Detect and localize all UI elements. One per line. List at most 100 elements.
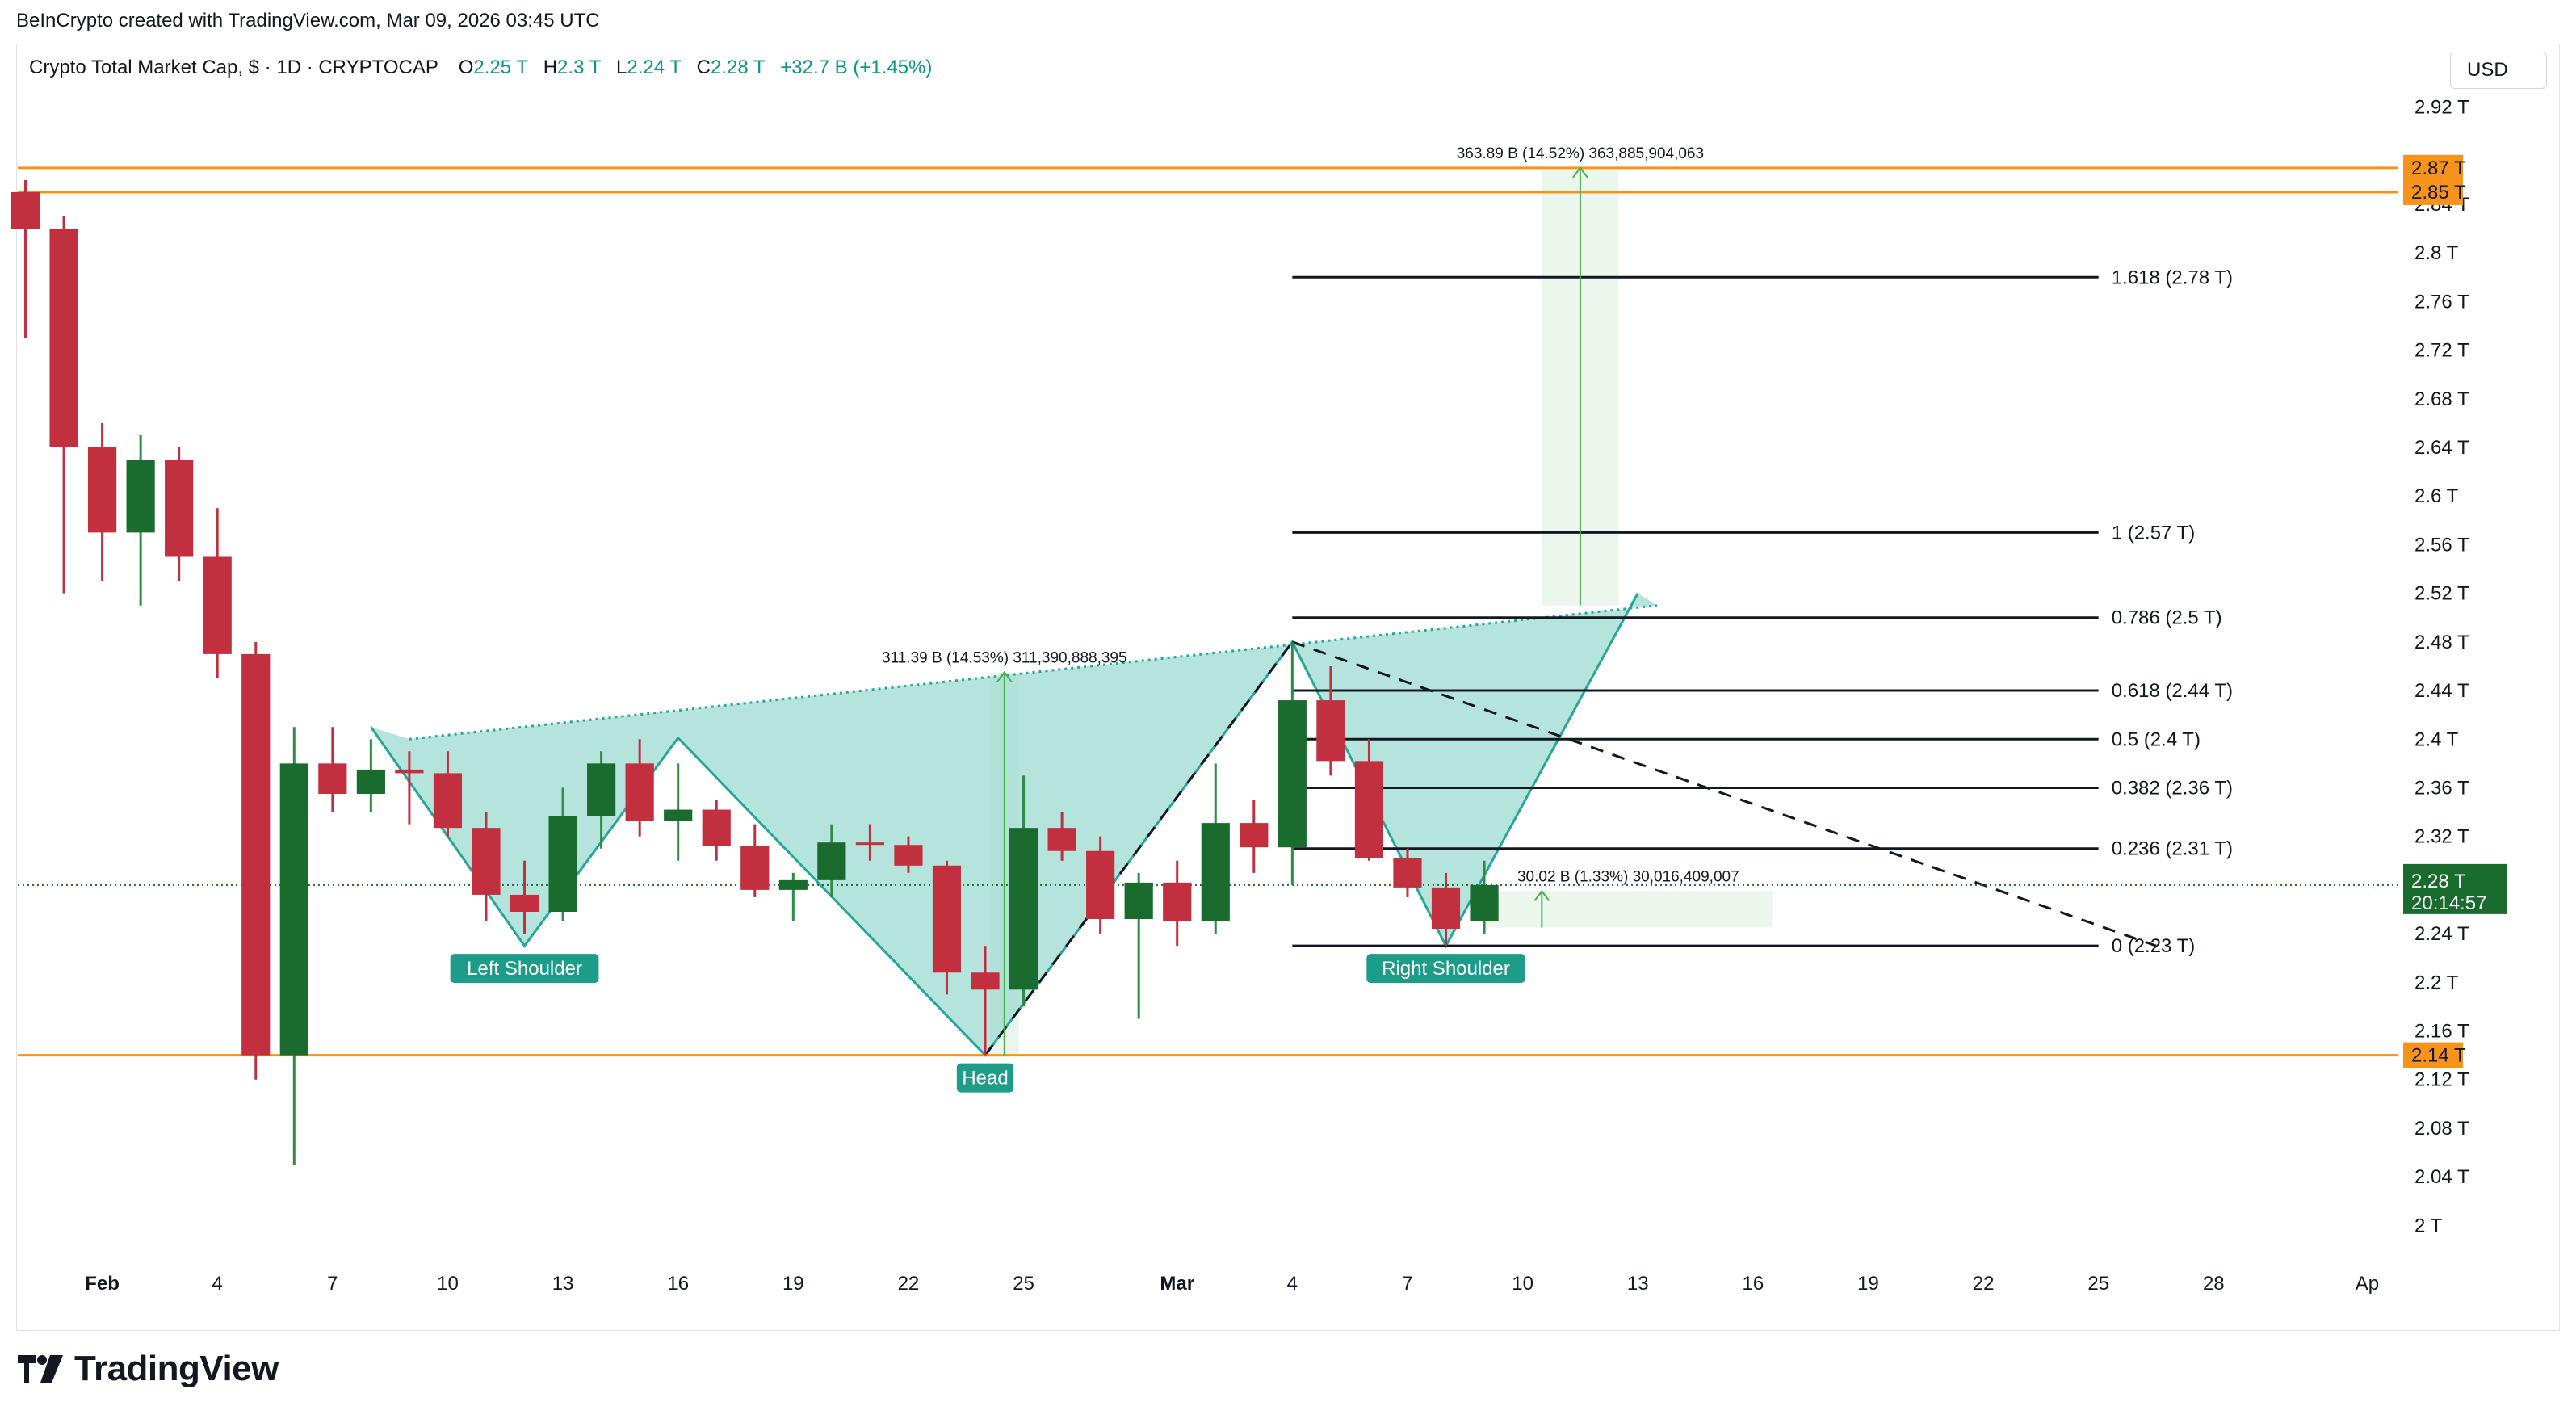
- y-tick-label: 2.6 T: [2414, 485, 2459, 507]
- y-tick-label: 2.32 T: [2414, 826, 2469, 848]
- chart-frame: [16, 44, 2560, 1331]
- y-tick-label: 2.4 T: [2414, 728, 2459, 750]
- y-tick-label: 2.48 T: [2414, 632, 2469, 653]
- x-tick-label: Ap: [2356, 1273, 2379, 1295]
- close-label: C: [696, 57, 711, 78]
- x-tick-label: 25: [2087, 1273, 2109, 1295]
- fib-label-0.618: 0.618 (2.44 T): [2112, 680, 2233, 702]
- y-tick-label: 2.72 T: [2414, 340, 2469, 362]
- fib-label-0.382: 0.382 (2.36 T): [2112, 777, 2233, 799]
- measure-label-2: 30.02 B (1.33%) 30,016,409,007: [1517, 868, 1739, 885]
- candle-body-Feb 24: [932, 865, 962, 973]
- candle-body-Feb 21: [817, 842, 846, 880]
- x-tick-label: 13: [552, 1273, 574, 1295]
- x-tick-label: 10: [1512, 1273, 1533, 1295]
- candle-body-Mar 9: [1431, 887, 1461, 930]
- y-tick-label: 2.2 T: [2414, 972, 2459, 993]
- tradingview-brand[interactable]: TradingView: [18, 1349, 279, 1389]
- candle-body-Feb 3: [126, 460, 155, 533]
- x-tick-label: Feb: [85, 1273, 120, 1295]
- y-tick-label: 2 T: [2414, 1215, 2443, 1236]
- fib-label-1: 1 (2.57 T): [2112, 522, 2196, 544]
- fib-label-0.786: 0.786 (2.5 T): [2112, 607, 2222, 629]
- symbol-name: Crypto Total Market Cap, $ · 1D · CRYPTO…: [29, 57, 438, 78]
- candle-body-Mar 4: [1240, 823, 1269, 848]
- level-tag-text-2.14 T: 2.14 T: [2411, 1045, 2466, 1067]
- candle-body-Feb 12: [472, 828, 501, 895]
- pattern-label-bg-Head: [956, 1063, 1014, 1093]
- x-tick-label: 19: [782, 1273, 804, 1295]
- low-label: L: [615, 57, 627, 78]
- x-tick-label: 10: [437, 1273, 459, 1295]
- fib-label-0.5: 0.5 (2.4 T): [2112, 728, 2201, 750]
- candle-body-Feb 27: [1047, 828, 1076, 851]
- y-tick-label: 2.68 T: [2414, 388, 2469, 410]
- x-tick-label: Mar: [1160, 1273, 1194, 1295]
- candle-body-Feb 22: [855, 842, 884, 846]
- candle-body-Mar 8: [1393, 858, 1422, 888]
- candle-body-Feb 11: [433, 773, 463, 829]
- x-tick-label: 16: [1742, 1273, 1764, 1295]
- y-tick-label: 2.64 T: [2414, 437, 2469, 459]
- candle-body-Feb 14: [548, 816, 577, 912]
- x-tick-label: 19: [1857, 1273, 1879, 1295]
- candle-body-Feb 13: [510, 894, 539, 912]
- pattern-label-Head: Head: [962, 1068, 1008, 1089]
- y-tick-label: 2.08 T: [2414, 1118, 2469, 1140]
- pattern-label-Left Shoulder: Left Shoulder: [467, 958, 582, 980]
- candle-body-Mar 5: [1278, 700, 1307, 848]
- y-tick-label: 2.76 T: [2414, 291, 2469, 313]
- close-value: 2.28 T: [710, 57, 766, 78]
- candle-body-Mar 1: [1124, 882, 1153, 920]
- x-tick-label: 25: [1013, 1273, 1034, 1295]
- trendline-1: [1291, 640, 2157, 947]
- tradingview-wordmark: TradingView: [74, 1349, 279, 1388]
- candle-body-Feb 28: [1086, 850, 1115, 920]
- level-tag-2.87 T: [2403, 154, 2463, 181]
- pattern-label-bg-Left Shoulder: [450, 954, 599, 984]
- measure-arrowhead-1: [1572, 166, 1588, 178]
- y-tick-label: 2.04 T: [2414, 1166, 2469, 1188]
- candle-body-Mar 10: [1470, 884, 1499, 922]
- candle-body-Feb 4: [165, 460, 194, 557]
- measure-label-0: 311.39 B (14.53%) 311,390,888,395: [882, 649, 1127, 666]
- level-tag-2.14 T: [2403, 1042, 2463, 1068]
- x-tick-label: 7: [1402, 1273, 1412, 1295]
- y-tick-label: 2.16 T: [2414, 1020, 2469, 1042]
- candle-body-Mar 6: [1316, 700, 1345, 762]
- trendline-0: [984, 640, 1294, 1056]
- candle-body-Feb 23: [894, 845, 923, 866]
- candle-body-Feb 17: [664, 809, 693, 821]
- y-tick-label: 2.44 T: [2414, 680, 2469, 702]
- y-tick-label: 2.36 T: [2414, 777, 2469, 799]
- measure-box-2: [1484, 891, 1773, 928]
- symbol-legend: Crypto Total Market Cap, $ · 1D · CRYPTO…: [29, 57, 942, 79]
- high-label: H: [543, 57, 558, 78]
- fib-label-1.618: 1.618 (2.78 T): [2112, 267, 2233, 288]
- x-tick-label: 4: [1287, 1273, 1298, 1295]
- currency-button[interactable]: USD: [2450, 52, 2547, 89]
- open-value: 2.25 T: [473, 57, 529, 78]
- measure-arrowhead-0: [996, 670, 1013, 683]
- candle-body-Feb 26: [1009, 828, 1038, 990]
- x-tick-label: 16: [667, 1273, 689, 1295]
- y-tick-label: 2.24 T: [2414, 923, 2469, 945]
- measure-label-1: 363.89 B (14.52%) 363,885,904,063: [1457, 145, 1704, 162]
- level-tag-text-2.85 T: 2.85 T: [2411, 182, 2466, 204]
- candle-body-Jan 31: [10, 191, 40, 229]
- candle-body-Mar 2: [1163, 882, 1192, 922]
- candle-body-Feb 7: [279, 763, 308, 1056]
- candle-body-Feb 15: [587, 763, 616, 816]
- candle-body-Feb 2: [87, 447, 117, 533]
- candle-body-Feb 8: [318, 763, 347, 794]
- fib-label-0.236: 0.236 (2.31 T): [2112, 838, 2233, 860]
- candle-body-Feb 18: [702, 809, 731, 846]
- open-label: O: [458, 57, 474, 78]
- change-value: +32.7 B (+1.45%): [780, 57, 933, 78]
- candle-body-Feb 20: [778, 879, 808, 890]
- candle-body-Mar 3: [1201, 823, 1230, 922]
- candle-body-Feb 1: [49, 229, 78, 448]
- x-tick-label: 22: [898, 1273, 920, 1295]
- low-value: 2.24 T: [627, 57, 682, 78]
